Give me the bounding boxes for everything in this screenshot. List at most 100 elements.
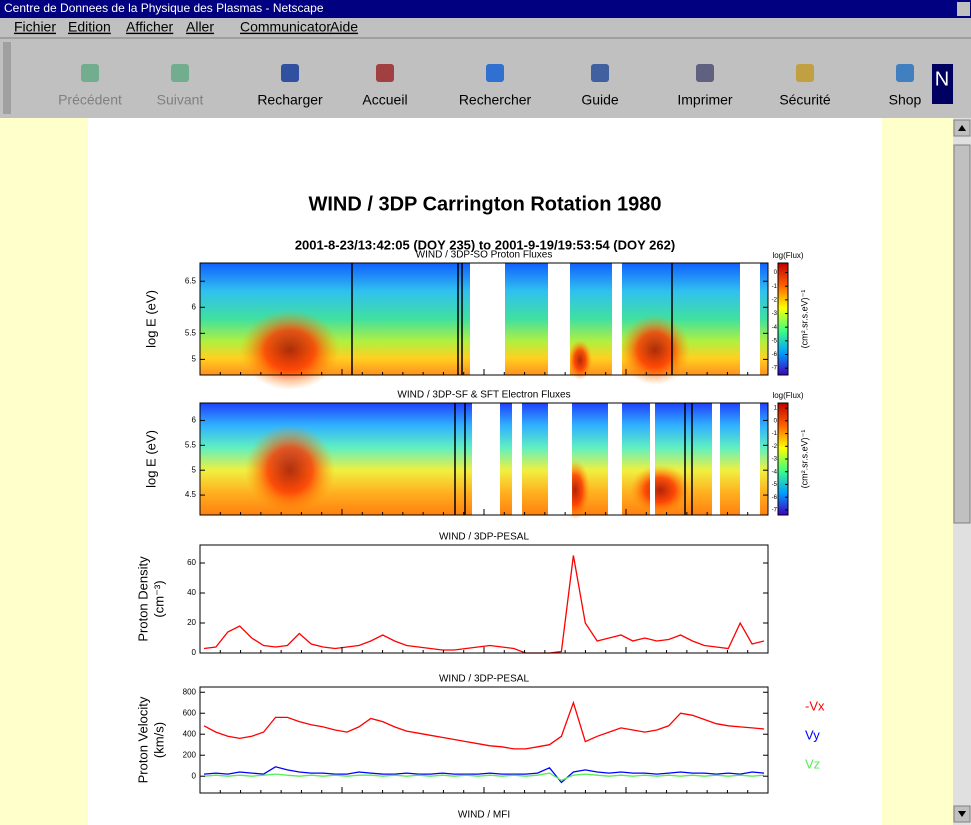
data-gap [712, 403, 720, 515]
colorbar-label: log(Flux) [772, 391, 803, 400]
menu-item[interactable]: Fichier [14, 19, 56, 35]
colorbar-units: (cm².sr.s.eV)⁻¹ [799, 290, 809, 349]
colorbar-tick-label: -3 [772, 457, 778, 463]
data-gap [512, 403, 522, 515]
toolbar-button[interactable]: Sécurité [779, 64, 831, 108]
colorbar-tick-label: -6 [772, 352, 778, 358]
y-tick-label: 40 [187, 588, 196, 597]
colorbar [777, 262, 789, 376]
toolbar-button[interactable]: Précédent [58, 64, 122, 108]
toolbar-button[interactable]: Rechercher [459, 64, 532, 108]
toolbar-button[interactable]: Suivant [157, 64, 204, 108]
y-tick-label: 20 [187, 618, 196, 627]
data-gap [740, 403, 760, 515]
colorbar-tick-label: 1 [774, 406, 778, 412]
y-tick-label: 200 [183, 750, 197, 759]
toolbar-label: Sécurité [779, 92, 831, 108]
netscape-logo [932, 64, 953, 104]
panel-title: WIND / 3DP-PESAL [439, 674, 529, 685]
data-line [203, 766, 765, 784]
y-axis-label: (km/s) [151, 722, 166, 758]
colorbar-tick-label: -7 [772, 507, 778, 513]
colorbar-tick-label: -3 [772, 311, 778, 317]
colorbar-tick-label: -4 [772, 469, 778, 475]
toolbar-icon [896, 64, 914, 82]
toolbar-button[interactable]: Shop [889, 64, 922, 108]
colorbar-tick-label: -2 [772, 444, 778, 450]
y-tick-label: 0 [192, 771, 197, 780]
window-title: Centre de Donnees de la Physique des Pla… [4, 1, 324, 15]
menu-item[interactable]: Communicator [240, 19, 331, 35]
toolbar-button[interactable]: Guide [581, 64, 619, 108]
legend-entry: -Vx [805, 698, 825, 713]
y-axis-label: (cm⁻³) [151, 580, 166, 617]
colorbar-tick-label: -5 [772, 338, 778, 344]
toolbar-label: Suivant [157, 92, 204, 108]
arrow-down [958, 811, 966, 817]
colorbar-tick-label: 0 [774, 270, 778, 276]
menu-item[interactable]: Aller [186, 19, 214, 35]
data-line [203, 700, 765, 750]
toolbar-grip [3, 42, 11, 114]
y-tick-label: 60 [187, 558, 196, 567]
toolbar-icon [486, 64, 504, 82]
panel-title: WIND / 3DP-SO Proton Fluxes [416, 250, 553, 261]
data-line [203, 555, 765, 654]
y-tick-label: 400 [183, 729, 197, 738]
legend-entry: Vz [805, 756, 820, 771]
toolbar-icon [171, 64, 189, 82]
y-axis-label: Proton Velocity [135, 696, 150, 783]
colorbar-tick-label: -6 [772, 495, 778, 501]
colorbar-units: (cm².sr.s.eV)⁻¹ [799, 430, 809, 489]
y-axis-label: Proton Density [135, 556, 150, 642]
toolbar-label: Recharger [257, 92, 323, 108]
y-tick-label: 4.5 [185, 490, 197, 499]
toolbar-icon [796, 64, 814, 82]
flux-enhancement [245, 425, 335, 515]
y-tick-label: 5 [192, 354, 197, 363]
toolbar-label: Shop [889, 92, 922, 108]
flux-enhancement [630, 465, 690, 515]
data-line [203, 772, 765, 782]
data-gap [740, 263, 760, 375]
data-gap [470, 263, 505, 375]
toolbar-button[interactable]: Recharger [257, 64, 323, 108]
close-button[interactable] [957, 2, 970, 16]
menu-item[interactable]: Edition [68, 19, 111, 35]
netscape-logo-letter: N [935, 68, 949, 90]
toolbar-icon [591, 64, 609, 82]
y-axis-label: log E (eV) [143, 290, 158, 348]
arrow-up [958, 125, 966, 131]
panel-title: WIND / 3DP-PESAL [439, 532, 529, 543]
y-axis-label: log E (eV) [143, 430, 158, 488]
toolbar-label: Guide [581, 92, 619, 108]
toolbar-button[interactable]: Accueil [362, 64, 408, 108]
menu-item[interactable]: Afficher [126, 19, 174, 35]
toolbar-icon [376, 64, 394, 82]
page-title: WIND / 3DP Carrington Rotation 1980 [308, 193, 661, 215]
data-gap [548, 403, 572, 515]
y-tick-label: 5.5 [185, 328, 197, 337]
menu-item[interactable]: Aide [330, 19, 358, 35]
data-gap [548, 263, 570, 375]
scroll-thumb[interactable] [953, 144, 971, 524]
y-tick-label: 800 [183, 687, 197, 696]
toolbar-button[interactable]: Imprimer [677, 64, 733, 108]
title-bar [0, 0, 971, 18]
y-tick-label: 0 [192, 648, 197, 657]
toolbar-label: Accueil [362, 92, 407, 108]
data-gap [650, 403, 655, 515]
toolbar-icon [281, 64, 299, 82]
colorbar-tick-label: -5 [772, 482, 778, 488]
flux-enhancement [240, 310, 340, 390]
colorbar-tick-label: -4 [772, 325, 778, 331]
y-tick-label: 5.5 [185, 440, 197, 449]
colorbar-tick-label: -1 [772, 431, 778, 437]
colorbar-tick-label: -2 [772, 297, 778, 303]
toolbar-label: Imprimer [677, 92, 733, 108]
flux-enhancement [568, 340, 592, 380]
data-gap [612, 263, 622, 375]
toolbar-icon [696, 64, 714, 82]
